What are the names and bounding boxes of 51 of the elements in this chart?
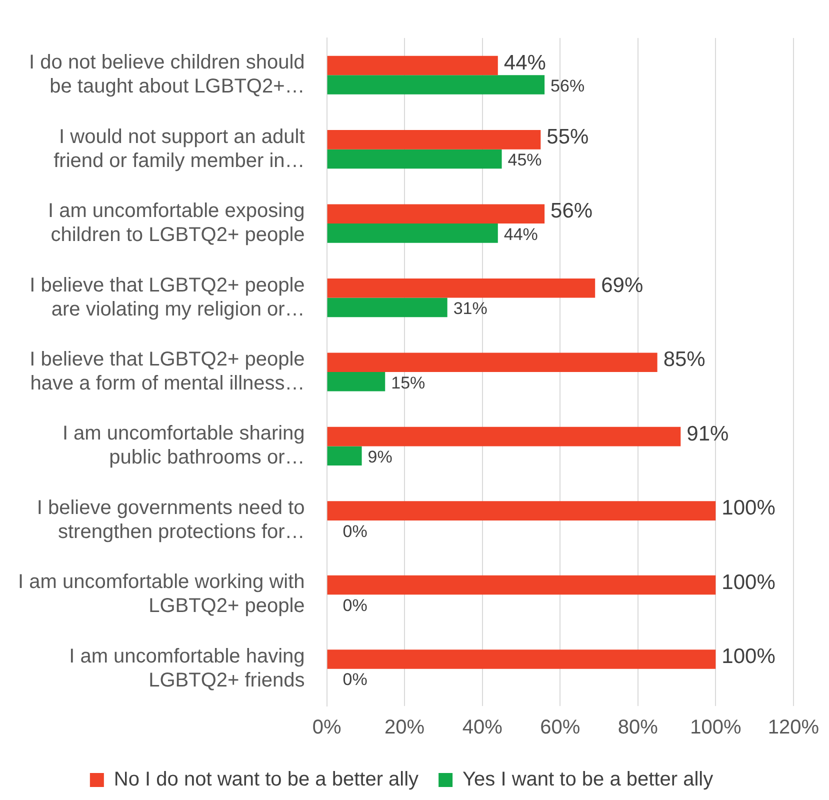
bar xyxy=(327,372,386,392)
data-label: 15% xyxy=(391,373,426,392)
x-tick-label: 40% xyxy=(462,716,503,739)
bar xyxy=(327,278,596,298)
legend-label: No I do not want to be a better ally xyxy=(114,768,419,791)
x-tick-label: 80% xyxy=(618,716,658,739)
bar xyxy=(327,130,541,150)
data-label: 55% xyxy=(546,125,589,148)
bar xyxy=(327,75,545,94)
y-tick-label: I would not support an adult friend or family member in… xyxy=(54,126,306,172)
bar xyxy=(327,204,545,224)
data-label: 45% xyxy=(508,150,542,170)
data-label: 0% xyxy=(342,596,368,616)
data-label: 100% xyxy=(722,496,776,520)
data-label: 85% xyxy=(663,348,706,372)
y-tick-label: I believe that LGBTQ2+ people have a form of mental illness… xyxy=(30,348,305,395)
bar xyxy=(327,149,502,169)
x-tick-label: 0% xyxy=(312,716,342,739)
data-label: 91% xyxy=(686,422,729,446)
data-label: 0% xyxy=(342,522,368,541)
y-tick-label: I am uncomfortable exposing children to LGBTQ2+ people xyxy=(48,200,305,246)
data-label: 0% xyxy=(342,670,368,690)
data-label: 44% xyxy=(504,224,538,244)
bar xyxy=(327,575,716,595)
bar xyxy=(327,352,658,372)
bar xyxy=(327,224,498,243)
bar xyxy=(327,501,716,520)
x-tick-label: 100% xyxy=(690,716,742,739)
bar xyxy=(327,56,498,76)
y-tick-label: I do not believe children should be taught about LGBTQ2+… xyxy=(29,52,305,98)
bar xyxy=(327,298,448,318)
data-label: 69% xyxy=(601,274,644,297)
bar xyxy=(327,446,362,466)
y-tick-label: I am uncomfortable working with LGBTQ2+ people xyxy=(18,571,305,618)
bar xyxy=(327,650,716,669)
x-tick-label: 20% xyxy=(384,716,425,739)
x-tick-label: 120% xyxy=(768,716,820,739)
data-label: 100% xyxy=(722,570,776,594)
y-tick-label: I am uncomfortable having LGBTQ2+ friends xyxy=(69,645,305,692)
legend-label: Yes I want to be a better ally xyxy=(462,768,714,791)
y-tick-label: I am uncomfortable sharing public bathrooms or… xyxy=(62,422,305,469)
bar xyxy=(327,426,681,446)
data-label: 31% xyxy=(453,299,488,318)
x-tick-label: 60% xyxy=(540,716,580,739)
data-label: 9% xyxy=(368,448,392,467)
y-tick-label: I believe that LGBTQ2+ people are violating my religion or… xyxy=(30,274,305,320)
data-label: 56% xyxy=(550,200,593,223)
data-label: 56% xyxy=(550,76,585,96)
y-tick-label: I believe governments need to strengthen protections for… xyxy=(36,496,305,543)
data-label: 44% xyxy=(504,51,546,74)
data-label: 100% xyxy=(722,645,776,668)
